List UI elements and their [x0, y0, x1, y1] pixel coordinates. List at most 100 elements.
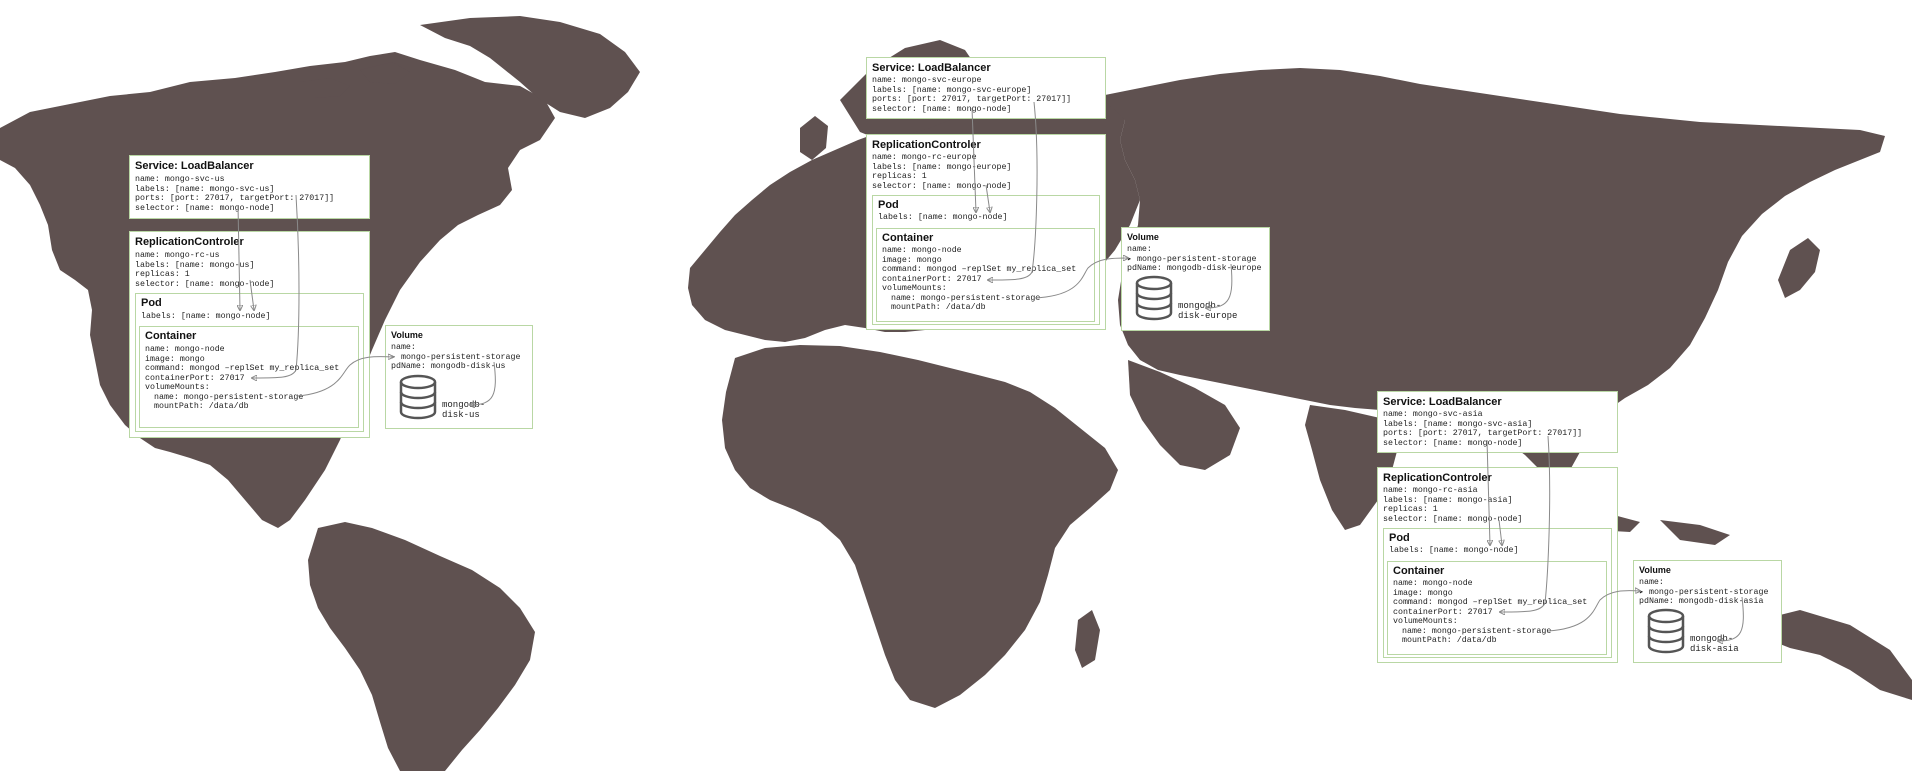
us-container[interactable]: Container name: mongo-node image: mongo … [139, 326, 359, 428]
mount-line: name: mongo-persistent-storage [154, 392, 304, 402]
rc-line: selector: [name: mongo-node] [872, 181, 1012, 191]
rc-title: ReplicationControler [872, 139, 981, 151]
rc-line: labels: [name: mongo-us] [135, 260, 255, 270]
europe-volume[interactable]: Volume name: ▸ mongo-persistent-storage … [1121, 227, 1270, 331]
container-line: image: mongo [882, 255, 942, 265]
service-line: labels: [name: mongo-svc-us] [135, 184, 275, 194]
japan-landmass [1778, 238, 1820, 298]
volume-line: pdName: mongodb-disk-asia [1639, 597, 1764, 606]
container-title: Container [882, 232, 934, 244]
service-line: name: mongo-svc-europe [872, 76, 982, 85]
container-line: volumeMounts: [145, 383, 210, 392]
volume-title: Volume [391, 330, 423, 340]
rc-line: replicas: 1 [872, 172, 927, 181]
service-line: ports: [port: 27017, targetPort: 27017]] [872, 95, 1072, 104]
pod-title: Pod [878, 199, 899, 211]
volume-line: ▸ mongo-persistent-storage [1127, 254, 1257, 264]
container-line: name: mongo-node [145, 345, 225, 354]
indonesia-island [1660, 520, 1730, 545]
service-line: labels: [name: mongo-svc-asia] [1383, 419, 1533, 429]
container-line: image: mongo [145, 354, 205, 364]
asia-volume[interactable]: Volume name: ▸ mongo-persistent-storage … [1633, 560, 1782, 663]
africa-landmass [722, 345, 1118, 708]
container-line: containerPort: 27017 [882, 274, 982, 284]
europe-pod[interactable]: Pod labels: [name: mongo-node] Container… [872, 195, 1100, 325]
pod-line: labels: [name: mongo-node] [878, 213, 1008, 222]
container-title: Container [145, 330, 197, 342]
us-volume[interactable]: Volume name: ▸ mongo-persistent-storage … [385, 325, 533, 429]
database-cylinder-icon [1647, 608, 1685, 654]
us-pod[interactable]: Pod labels: [name: mongo-node] Container… [135, 293, 364, 432]
disk-label: mongodb- disk-us [442, 400, 486, 420]
europe-replication-controller[interactable]: ReplicationControler name: mongo-rc-euro… [866, 134, 1106, 330]
europe-container[interactable]: Container name: mongo-node image: mongo … [876, 228, 1095, 322]
volume-line: pdName: mongodb-disk-europe [1127, 264, 1262, 273]
rc-line: name: mongo-rc-us [135, 251, 220, 260]
rc-title: ReplicationControler [135, 236, 244, 248]
container-line: volumeMounts: [1393, 617, 1458, 626]
service-title: Service: LoadBalancer [135, 160, 254, 172]
rc-line: name: mongo-rc-asia [1383, 486, 1478, 495]
india-landmass [1305, 405, 1400, 530]
container-line: image: mongo [1393, 588, 1453, 598]
rc-line: selector: [name: mongo-node] [135, 279, 275, 289]
asia-landmass [1100, 68, 1885, 478]
us-replication-controller[interactable]: ReplicationControler name: mongo-rc-us l… [129, 231, 370, 438]
volume-title: Volume [1127, 232, 1159, 242]
service-title: Service: LoadBalancer [872, 62, 991, 74]
service-line: ports: [port: 27017, targetPort: 27017]] [135, 194, 335, 203]
asia-service-loadbalancer[interactable]: Service: LoadBalancer name: mongo-svc-as… [1377, 391, 1618, 453]
arctic-island [360, 62, 410, 84]
pod-title: Pod [141, 297, 162, 309]
rc-line: labels: [name: mongo-europe] [872, 162, 1012, 172]
mount-line: name: mongo-persistent-storage [891, 293, 1041, 303]
service-line: labels: [name: mongo-svc-europe] [872, 85, 1032, 95]
service-line: selector: [name: mongo-node] [872, 104, 1012, 114]
volume-line: pdName: mongodb-disk-us [391, 362, 506, 371]
service-line: name: mongo-svc-us [135, 175, 225, 184]
rc-line: labels: [name: mongo-asia] [1383, 495, 1513, 505]
service-line: selector: [name: mongo-node] [135, 203, 275, 213]
container-title: Container [1393, 565, 1445, 577]
container-line: name: mongo-node [882, 246, 962, 255]
volume-line: name: [1639, 578, 1664, 587]
mount-line: mountPath: /data/db [154, 402, 249, 411]
service-line: selector: [name: mongo-node] [1383, 438, 1523, 448]
rc-line: name: mongo-rc-europe [872, 153, 977, 162]
south-america-landmass [308, 522, 535, 771]
madagascar-landmass [1075, 610, 1100, 668]
europe-service-loadbalancer[interactable]: Service: LoadBalancer name: mongo-svc-eu… [866, 57, 1106, 119]
us-service-loadbalancer[interactable]: Service: LoadBalancer name: mongo-svc-us… [129, 155, 370, 219]
volume-line: name: [1127, 245, 1152, 254]
service-line: name: mongo-svc-asia [1383, 410, 1483, 419]
database-cylinder-icon [1135, 275, 1173, 321]
rc-title: ReplicationControler [1383, 472, 1492, 484]
rc-line: selector: [name: mongo-node] [1383, 514, 1523, 524]
container-line: command: mongod –replSet my_replica_set [145, 364, 340, 373]
pod-title: Pod [1389, 532, 1410, 544]
pod-line: labels: [name: mongo-node] [1389, 546, 1519, 555]
disk-label: mongodb- disk-europe [1178, 301, 1238, 321]
container-line: containerPort: 27017 [145, 373, 245, 383]
disk-label: mongodb- disk-asia [1690, 634, 1739, 654]
volume-line: ▸ mongo-persistent-storage [391, 352, 521, 362]
container-line: containerPort: 27017 [1393, 607, 1493, 617]
rc-line: replicas: 1 [135, 270, 190, 279]
container-line: volumeMounts: [882, 284, 947, 293]
container-line: command: mongod –replSet my_replica_set [1393, 598, 1588, 607]
volume-line: name: [391, 343, 416, 352]
container-line: command: mongod –replSet my_replica_set [882, 265, 1077, 274]
asia-replication-controller[interactable]: ReplicationControler name: mongo-rc-asia… [1377, 467, 1618, 663]
asia-pod[interactable]: Pod labels: [name: mongo-node] Container… [1383, 528, 1612, 658]
arctic-island [300, 78, 350, 98]
rc-line: replicas: 1 [1383, 505, 1438, 514]
mount-line: name: mongo-persistent-storage [1402, 626, 1552, 636]
mount-line: mountPath: /data/db [1402, 636, 1497, 645]
mount-line: mountPath: /data/db [891, 303, 986, 312]
service-line: ports: [port: 27017, targetPort: 27017]] [1383, 429, 1583, 438]
uk-landmass [800, 116, 828, 160]
asia-container[interactable]: Container name: mongo-node image: mongo … [1387, 561, 1607, 655]
arabia-landmass [1128, 360, 1240, 470]
greenland-landmass [420, 16, 640, 118]
pod-line: labels: [name: mongo-node] [141, 312, 271, 321]
